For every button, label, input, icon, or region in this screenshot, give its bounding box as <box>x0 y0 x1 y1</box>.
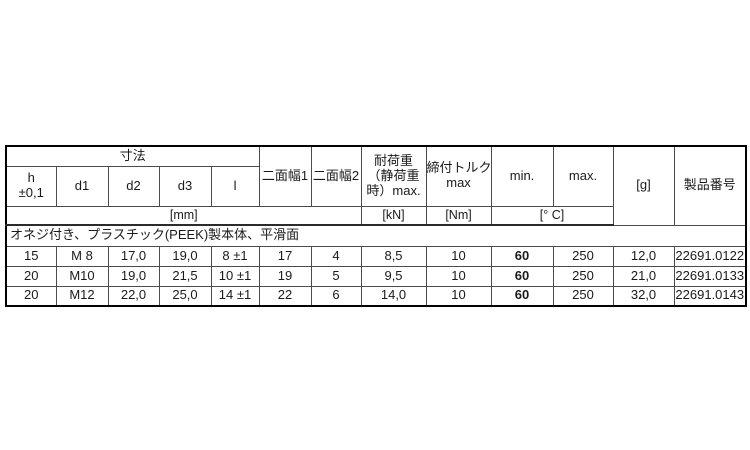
cell-width2: 4 <box>310 245 362 267</box>
cell-h: 20 <box>5 285 57 307</box>
cell-d2: 19,0 <box>107 265 160 287</box>
section-label: オネジ付き、プラスチック(PEEK)製本体、平滑面 <box>5 224 747 247</box>
cell-d2: 22,0 <box>107 285 160 307</box>
cell-weight: 12,0 <box>612 245 675 267</box>
cell-l: 8 ±1 <box>210 245 260 267</box>
spec-table: 寸法 二面幅1 二面幅2 耐荷重 （静荷重 時）max. 締付トルク max m… <box>5 145 748 307</box>
col-header-width2: 二面幅2 <box>310 145 362 207</box>
unit-mm-cell: [mm] <box>5 205 362 226</box>
cell-l: 10 ±1 <box>210 265 260 287</box>
cell-part-number: 22691.0133 <box>673 265 747 287</box>
cell-width1: 19 <box>258 265 312 287</box>
col-header-weight: [g] <box>612 145 675 226</box>
cell-d3: 21,5 <box>158 265 212 287</box>
cell-load: 14,0 <box>360 285 427 307</box>
cell-torque: 10 <box>425 265 492 287</box>
unit-c-cell: [° C] <box>490 205 614 226</box>
cell-temp-max: 250 <box>552 245 614 267</box>
cell-temp-max: 250 <box>552 265 614 287</box>
torque-header-line2: max <box>446 175 471 191</box>
section-row: オネジ付き、プラスチック(PEEK)製本体、平滑面 <box>5 224 747 247</box>
cell-d1: M 8 <box>55 245 109 267</box>
col-header-load: 耐荷重 （静荷重 時）max. <box>360 145 427 207</box>
col-header-h: h ±0,1 <box>5 165 57 207</box>
cell-temp-min: 60 <box>490 265 554 287</box>
col-header-d1: d1 <box>55 165 109 207</box>
col-header-temp-max: max. <box>552 145 614 207</box>
cell-d3: 25,0 <box>158 285 212 307</box>
col-header-part-number: 製品番号 <box>673 145 747 226</box>
header-row-sub: h ±0,1 d1 d2 d3 l <box>5 165 746 207</box>
col-header-d2: d2 <box>107 165 160 207</box>
cell-width1: 17 <box>258 245 312 267</box>
h-header-line2: ±0,1 <box>18 185 44 200</box>
table-row: 20 M10 19,0 21,5 10 ±1 19 5 9,5 10 60 25… <box>5 265 747 287</box>
col-header-width1: 二面幅1 <box>258 145 312 207</box>
col-header-l: l <box>210 165 260 207</box>
cell-torque: 10 <box>425 245 492 267</box>
load-header-line1: 耐荷重 <box>374 153 414 169</box>
cell-width2: 5 <box>310 265 362 287</box>
cell-temp-min: 60 <box>490 245 554 267</box>
table-row: 15 M 8 17,0 19,0 8 ±1 17 4 8,5 10 60 250… <box>5 245 747 267</box>
cell-d1: M12 <box>55 285 109 307</box>
cell-part-number: 22691.0143 <box>673 285 747 307</box>
cell-load: 9,5 <box>360 265 427 287</box>
cell-d3: 19,0 <box>158 245 212 267</box>
cell-h: 15 <box>5 245 57 267</box>
cell-l: 14 ±1 <box>210 285 260 307</box>
cell-d2: 17,0 <box>107 245 160 267</box>
cell-temp-max: 250 <box>552 285 614 307</box>
cell-h: 20 <box>5 265 57 287</box>
col-group-dimensions: 寸法 <box>5 145 260 167</box>
unit-nm-cell: [Nm] <box>425 205 492 226</box>
cell-weight: 21,0 <box>612 265 675 287</box>
cell-load: 8,5 <box>360 245 427 267</box>
load-header-line3: 時）max. <box>366 182 421 198</box>
load-header-line2: （静荷重 <box>367 167 420 183</box>
units-row: [mm] [kN] [Nm] [° C] <box>5 205 746 226</box>
table-row: 20 M12 22,0 25,0 14 ±1 22 6 14,0 10 60 2… <box>5 285 747 307</box>
col-header-torque: 締付トルク max <box>425 145 492 207</box>
cell-temp-min: 60 <box>490 285 554 307</box>
cell-torque: 10 <box>425 285 492 307</box>
cell-weight: 32,0 <box>612 285 675 307</box>
col-header-temp-min: min. <box>490 145 554 207</box>
cell-width1: 22 <box>258 285 312 307</box>
header-row-top: 寸法 二面幅1 二面幅2 耐荷重 （静荷重 時）max. 締付トルク max m… <box>5 145 747 226</box>
cell-part-number: 22691.0122 <box>673 245 747 267</box>
h-header-line1: h <box>27 170 35 186</box>
col-header-d3: d3 <box>158 165 212 207</box>
cell-width2: 6 <box>310 285 362 307</box>
torque-header-line1: 締付トルク <box>426 160 492 176</box>
cell-d1: M10 <box>55 265 109 287</box>
unit-kn-cell: [kN] <box>360 205 427 226</box>
